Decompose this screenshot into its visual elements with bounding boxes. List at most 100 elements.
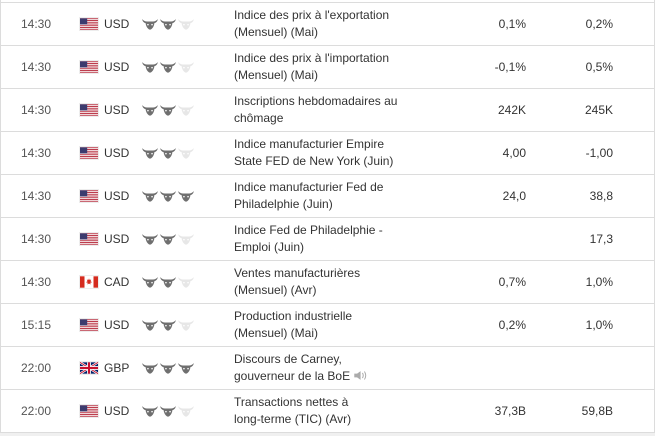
currency-code: USD <box>104 60 130 74</box>
event-row[interactable]: 22:00 USD Transactions nettes à long-ter… <box>1 390 654 433</box>
calendar-rows: 14:30 USD Indice des prix à l'exportatio… <box>1 3 654 433</box>
event-line2: (Mensuel) (Mai) <box>234 326 319 340</box>
event-row[interactable]: 14:30 USD Indice manufacturier Empire St… <box>1 132 654 175</box>
event-name[interactable]: Production industrielle (Mensuel) (Mai) <box>234 308 446 342</box>
event-time: 14:30 <box>21 17 52 31</box>
event-line1: Indice Fed de Philadelphie - <box>234 223 383 237</box>
event-name[interactable]: Indice des prix à l'importation (Mensuel… <box>234 50 446 84</box>
bull-icon <box>160 105 176 116</box>
currency-cell: USD <box>79 404 142 418</box>
us-flag-icon <box>79 404 99 418</box>
previous-value: 38,8 <box>589 189 613 203</box>
bull-icon <box>178 148 194 159</box>
currency-code: USD <box>104 404 130 418</box>
currency-code: USD <box>104 318 130 332</box>
currency-cell: USD <box>79 318 142 332</box>
event-line1: Indice des prix à l'importation <box>234 51 390 65</box>
event-name[interactable]: Indice des prix à l'exportation (Mensuel… <box>234 7 446 41</box>
event-time: 15:15 <box>21 318 52 332</box>
event-row[interactable]: 22:00 GBP Discours de Carney, gouverneur… <box>1 347 654 390</box>
bull-icon <box>160 148 176 159</box>
bull-icon <box>142 234 158 245</box>
event-row[interactable]: 14:30 CAD Ventes manufacturières (Mensue… <box>1 261 654 304</box>
event-line1: Production industrielle <box>234 309 353 323</box>
currency-code: USD <box>104 189 130 203</box>
event-name[interactable]: Inscriptions hebdomadaires au chômage <box>234 93 446 127</box>
bull-icon <box>142 62 158 73</box>
importance-bulls <box>142 234 234 245</box>
event-time: 22:00 <box>21 404 52 418</box>
bull-icon <box>178 105 194 116</box>
bull-icon <box>142 277 158 288</box>
bull-icon <box>178 19 194 30</box>
previous-value: 1,0% <box>585 318 613 332</box>
consensus-value: 4,00 <box>502 146 526 160</box>
event-row[interactable]: 14:30 USD Inscriptions hebdomadaires au … <box>1 89 654 132</box>
currency-cell: USD <box>79 146 142 160</box>
us-flag-icon <box>79 60 99 74</box>
event-time: 14:30 <box>21 146 52 160</box>
currency-code: USD <box>104 17 130 31</box>
event-line1: Indice manufacturier Fed de <box>234 180 384 194</box>
bull-icon <box>142 406 158 417</box>
event-row[interactable]: 14:30 USD Indice Fed de Philadelphie - E… <box>1 218 654 261</box>
currency-code: USD <box>104 232 130 246</box>
event-row[interactable]: 15:15 USD Production industrielle (Mensu… <box>1 304 654 347</box>
event-line2: long-terme (TIC) (Avr) <box>234 412 352 426</box>
bull-icon <box>178 363 194 374</box>
event-time: 14:30 <box>21 275 52 289</box>
event-row[interactable]: 14:30 USD Indice des prix à l'exportatio… <box>1 3 654 46</box>
event-line2: (Mensuel) (Avr) <box>234 283 317 297</box>
currency-cell: USD <box>79 60 142 74</box>
event-time: 14:30 <box>21 232 52 246</box>
us-flag-icon <box>79 146 99 160</box>
event-line1: Discours de Carney, <box>234 352 342 366</box>
bull-icon <box>160 191 176 202</box>
event-name[interactable]: Indice manufacturier Empire State FED de… <box>234 136 446 170</box>
previous-row-sliver <box>1 0 654 3</box>
consensus-value: 0,2% <box>498 318 526 332</box>
us-flag-icon <box>79 103 99 117</box>
bull-icon <box>160 19 176 30</box>
us-flag-icon <box>79 17 99 31</box>
bull-icon <box>160 363 176 374</box>
consensus-value: 37,3B <box>494 404 526 418</box>
consensus-value: 0,1% <box>498 17 526 31</box>
event-line2: (Mensuel) (Mai) <box>234 25 319 39</box>
bull-icon <box>178 234 194 245</box>
importance-bulls <box>142 105 234 116</box>
event-line2: (Mensuel) (Mai) <box>234 68 319 82</box>
event-name[interactable]: Discours de Carney, gouverneur de la BoE <box>234 351 446 385</box>
event-row[interactable]: 14:30 USD Indice des prix à l'importatio… <box>1 46 654 89</box>
event-name[interactable]: Indice Fed de Philadelphie - Emploi (Jui… <box>234 222 446 256</box>
bull-icon <box>142 363 158 374</box>
bull-icon <box>160 234 176 245</box>
bull-icon <box>142 105 158 116</box>
currency-cell: USD <box>79 17 142 31</box>
event-name[interactable]: Indice manufacturier Fed de Philadelphie… <box>234 179 446 213</box>
previous-value: 17,3 <box>589 232 613 246</box>
importance-bulls <box>142 320 234 331</box>
gb-flag-icon <box>79 361 99 375</box>
us-flag-icon <box>79 318 99 332</box>
event-line1: Inscriptions hebdomadaires au <box>234 94 398 108</box>
event-line2: State FED de New York (Juin) <box>234 154 394 168</box>
importance-bulls <box>142 363 234 374</box>
event-row[interactable]: 14:30 USD Indice manufacturier Fed de Ph… <box>1 175 654 218</box>
bull-icon <box>160 406 176 417</box>
event-name[interactable]: Ventes manufacturières (Mensuel) (Avr) <box>234 265 446 299</box>
event-line1: Transactions nettes à <box>234 395 349 409</box>
bull-icon <box>160 277 176 288</box>
bull-icon <box>160 62 176 73</box>
previous-value: -1,00 <box>585 146 613 160</box>
event-line2: chômage <box>234 111 284 125</box>
bull-icon <box>142 19 158 30</box>
event-time: 14:30 <box>21 60 52 74</box>
currency-cell: GBP <box>79 361 142 375</box>
importance-bulls <box>142 62 234 73</box>
currency-cell: USD <box>79 189 142 203</box>
previous-value: 0,2% <box>585 17 613 31</box>
currency-cell: USD <box>79 103 142 117</box>
event-name[interactable]: Transactions nettes à long-terme (TIC) (… <box>234 394 446 428</box>
